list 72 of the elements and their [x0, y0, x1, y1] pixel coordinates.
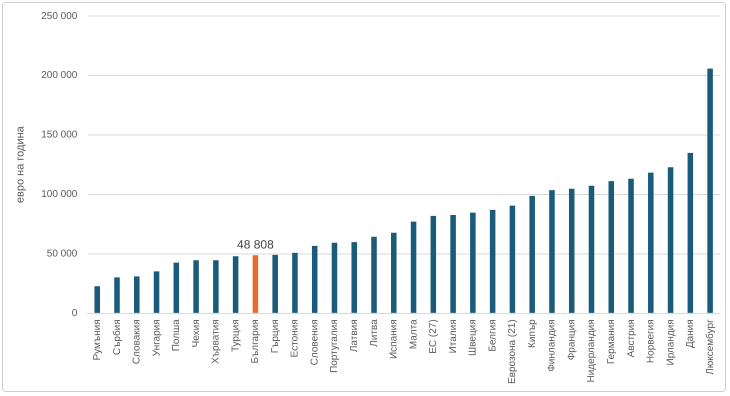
x-tick-label: Чехия [190, 319, 202, 348]
bar [292, 252, 298, 313]
x-tick-label: Италия [448, 319, 459, 354]
x-tick-label: България [250, 319, 262, 364]
x-tick-label: Германия [606, 319, 618, 364]
bar [174, 262, 180, 313]
bar [628, 178, 634, 313]
x-tick-label: Естония [290, 319, 301, 358]
y-tick-label: 100 000 [41, 189, 78, 200]
bar [332, 242, 338, 313]
x-tick-label: Финландия [546, 319, 558, 372]
x-tick-label: Унгария [151, 319, 162, 356]
x-tick-label: Полша [171, 318, 182, 352]
bar [668, 167, 674, 313]
bar [510, 206, 516, 313]
x-tick-label: Испания [388, 319, 400, 360]
x-tick-label: Австрия [626, 319, 637, 358]
y-tick-label: 0 [72, 308, 78, 320]
bar [272, 254, 278, 313]
x-tick-label: Гърция [270, 319, 281, 354]
x-tick-label: Швеция [468, 319, 479, 356]
bar [707, 68, 713, 313]
y-tick-label: 200 000 [41, 70, 78, 82]
x-tick-label: Португалия [329, 319, 340, 373]
x-tick-label: Словакия [132, 319, 143, 364]
bar [312, 246, 318, 313]
bar [351, 242, 358, 313]
x-tick-label: Словения [309, 319, 320, 366]
bar [529, 196, 535, 313]
x-tick-label: Румъния [92, 319, 103, 361]
x-tick-label: Ирландия [665, 319, 676, 366]
bar [114, 277, 120, 313]
bar [213, 260, 219, 313]
y-tick-label: 150 000 [41, 130, 78, 141]
bar [371, 236, 377, 313]
x-tick-label: Хърватия [210, 319, 222, 364]
x-tick-label: ЕС (27) [428, 319, 440, 354]
bar [470, 212, 476, 313]
x-tick-label: Белгия [487, 319, 498, 352]
bar [549, 190, 555, 313]
x-tick-label: Литва [368, 318, 380, 347]
x-tick-label: Кипър [526, 318, 538, 348]
x-tick-label: Еврозона (21) [507, 319, 518, 384]
x-tick-label: Дания [685, 319, 696, 348]
bar [391, 232, 397, 313]
bar [134, 276, 140, 313]
bar [410, 222, 416, 313]
bar [232, 256, 238, 313]
bar [688, 152, 694, 313]
bar [450, 214, 456, 313]
bar [490, 210, 496, 313]
bar [588, 186, 594, 313]
x-tick-label: Нидерландия [586, 319, 598, 383]
x-tick-label: Малта [408, 318, 420, 350]
x-tick-label: Франция [566, 319, 578, 360]
bar [608, 181, 614, 313]
y-axis-title: евро на година [14, 125, 27, 204]
x-tick-label: Латвия [349, 319, 360, 352]
bar [94, 286, 100, 313]
x-tick-label: Люксембург [704, 318, 716, 375]
y-tick-label: 50 000 [46, 248, 78, 260]
y-tick-label: 250 000 [41, 10, 78, 22]
bar [648, 172, 654, 313]
bar [568, 188, 574, 313]
data-label: 48 808 [237, 238, 274, 252]
bar [252, 255, 258, 313]
bar [430, 216, 436, 313]
x-tick-label: Турция [230, 319, 242, 352]
x-tick-label: Сърбия [112, 319, 123, 356]
bar [154, 271, 160, 313]
bar [193, 260, 199, 313]
x-tick-label: Норвегия [646, 319, 657, 364]
